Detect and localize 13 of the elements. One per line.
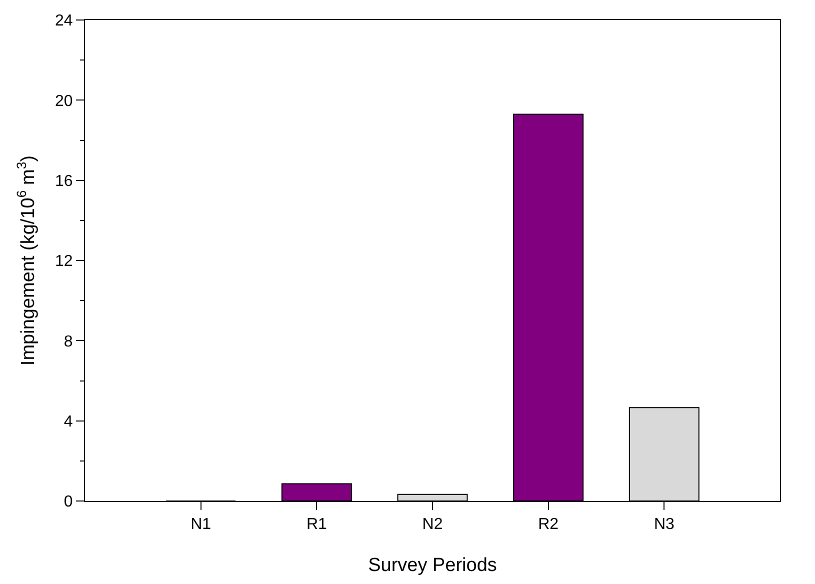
y-tick-label: 20 bbox=[55, 92, 73, 110]
x-tick-label: R2 bbox=[538, 516, 559, 534]
x-tick-label: N3 bbox=[654, 516, 674, 534]
x-tick-label: N1 bbox=[190, 516, 212, 534]
y-tick-label: 8 bbox=[64, 333, 73, 350]
x-axis-title: Survey Periods bbox=[368, 555, 497, 576]
x-tick-label: N2 bbox=[422, 516, 443, 534]
y-tick-label: 12 bbox=[55, 253, 73, 270]
y-tick-label: 16 bbox=[55, 172, 73, 190]
y-tick-label: 24 bbox=[55, 12, 73, 30]
y-tick-label: 0 bbox=[64, 494, 73, 511]
x-tick-label: R1 bbox=[306, 516, 327, 534]
y-tick-label: 4 bbox=[64, 413, 73, 430]
